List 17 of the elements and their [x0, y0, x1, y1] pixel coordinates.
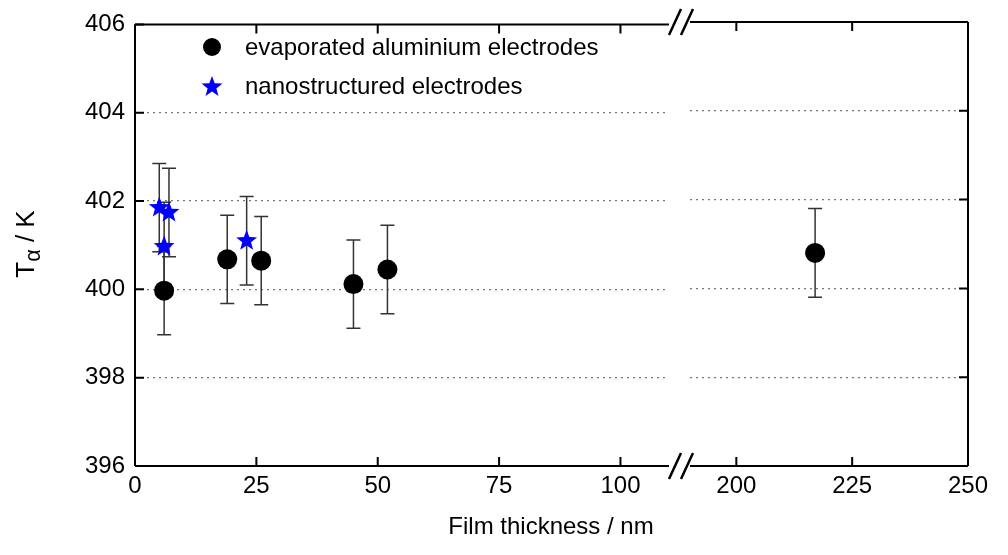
legend-label: nanostructured electrodes: [245, 71, 523, 100]
x-tick-label: 225: [832, 471, 873, 499]
x-tick-label: 100: [600, 471, 641, 499]
y-tick-label: 398: [84, 362, 125, 390]
y-tick-label: 402: [84, 185, 125, 213]
y-tick-label: 404: [84, 97, 125, 125]
x-tick-label: 75: [485, 471, 513, 499]
y-tick-label: 396: [84, 450, 125, 478]
y-tick-label: 400: [84, 273, 125, 301]
legend-label: evaporated aluminium electrodes: [245, 32, 599, 61]
x-tick-label: 0: [128, 471, 142, 499]
x-tick-label: 25: [243, 471, 270, 499]
x-tick-label: 200: [716, 471, 757, 499]
x-tick-label: 50: [364, 471, 392, 499]
x-axis-title: Film thickness / nm: [448, 512, 654, 540]
x-tick-label: 250: [947, 471, 989, 499]
y-tick-label: 406: [84, 9, 125, 37]
